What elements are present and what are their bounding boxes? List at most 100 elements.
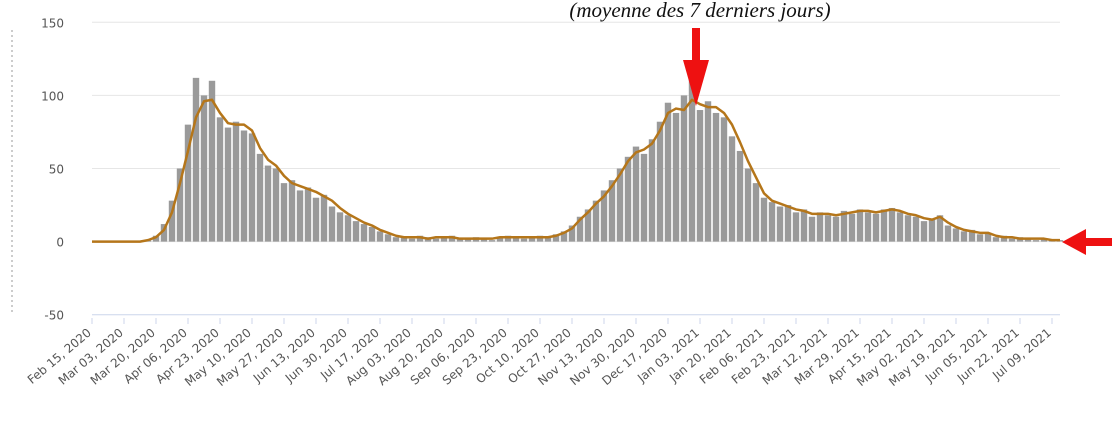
bar	[200, 95, 208, 242]
bar	[704, 101, 712, 242]
bar	[816, 212, 824, 242]
bar	[888, 207, 896, 242]
bar	[512, 237, 520, 242]
bar	[496, 237, 504, 242]
bar	[584, 209, 592, 242]
bar	[576, 216, 584, 242]
bar	[960, 231, 968, 242]
bar	[880, 209, 888, 242]
bar	[536, 235, 544, 242]
bar	[832, 216, 840, 242]
bar	[808, 216, 816, 242]
bar	[824, 215, 832, 242]
bar	[616, 168, 624, 242]
bar	[304, 187, 312, 242]
bar	[744, 168, 752, 242]
bar	[384, 234, 392, 242]
average-line	[92, 98, 1060, 243]
y-tick-label: 0	[56, 236, 64, 250]
bar	[168, 200, 176, 242]
bar	[408, 238, 416, 242]
bar	[760, 197, 768, 242]
bar	[368, 226, 376, 242]
bar	[736, 150, 744, 242]
bar	[984, 232, 992, 242]
annotation: (moyenne des 7 derniers jours)	[569, 0, 830, 22]
bar	[272, 168, 280, 242]
bar	[352, 221, 360, 242]
bar	[976, 234, 984, 242]
bar	[1008, 238, 1016, 242]
bar	[504, 235, 512, 242]
bar	[944, 225, 952, 242]
bar	[336, 212, 344, 242]
bar	[640, 153, 648, 242]
y-tick-label: 100	[41, 89, 64, 103]
bar	[232, 121, 240, 242]
bar	[720, 117, 728, 242]
bar	[800, 209, 808, 242]
bar	[792, 212, 800, 242]
bar	[672, 112, 680, 242]
bar	[208, 80, 216, 242]
bar	[1040, 238, 1048, 242]
bar	[600, 190, 608, 242]
bar	[160, 224, 168, 242]
bar	[544, 237, 552, 242]
bar	[728, 136, 736, 242]
bar	[784, 205, 792, 242]
bar	[392, 237, 400, 242]
bar	[664, 102, 672, 242]
bar	[184, 124, 192, 242]
bar	[256, 153, 264, 242]
bar	[712, 112, 720, 242]
bar	[456, 238, 464, 242]
bar	[936, 215, 944, 242]
bar	[752, 183, 760, 242]
bar	[856, 209, 864, 242]
bar	[528, 237, 536, 242]
y-tick-label: -50	[44, 309, 64, 323]
bar	[624, 156, 632, 242]
bar	[480, 238, 488, 242]
bar	[400, 237, 408, 242]
bar	[296, 190, 304, 242]
bar	[952, 228, 960, 242]
bar	[560, 231, 568, 242]
bar	[872, 213, 880, 242]
bar	[656, 121, 664, 242]
bar	[912, 216, 920, 242]
bar	[248, 133, 256, 242]
bar	[648, 139, 656, 242]
bar	[680, 95, 688, 242]
bar	[416, 235, 424, 242]
bar	[328, 206, 336, 242]
bar	[344, 215, 352, 242]
bar	[864, 212, 872, 242]
arrow-right	[1062, 229, 1112, 255]
bar	[968, 229, 976, 242]
bar	[320, 194, 328, 242]
bar	[608, 180, 616, 242]
bar	[176, 168, 184, 242]
bar	[688, 73, 696, 242]
bar	[288, 180, 296, 242]
bar	[520, 238, 528, 242]
bar	[848, 213, 856, 242]
bar	[920, 221, 928, 242]
bar	[152, 235, 160, 242]
bar	[896, 212, 904, 242]
bar	[928, 219, 936, 242]
bar	[1032, 240, 1040, 242]
bar	[840, 210, 848, 242]
bar	[488, 240, 496, 242]
bar	[216, 117, 224, 242]
bar	[440, 237, 448, 242]
y-tick-label: 150	[41, 16, 64, 30]
bar	[904, 215, 912, 242]
bar	[768, 202, 776, 242]
bar	[264, 165, 272, 242]
